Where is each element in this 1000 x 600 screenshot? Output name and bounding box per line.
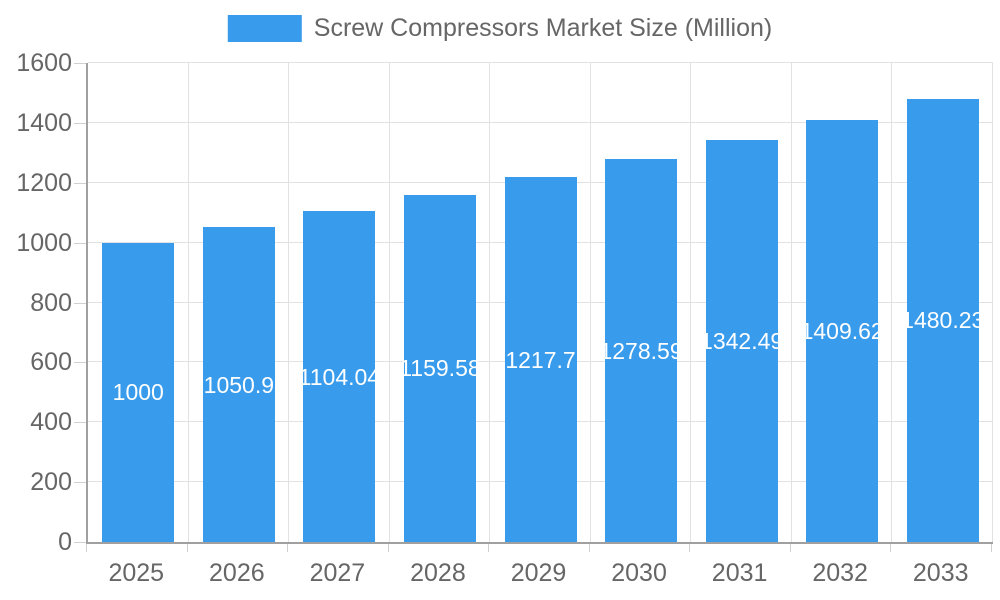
- v-gridline: [790, 63, 792, 542]
- bar[interactable]: [504, 177, 577, 542]
- y-tick-mark: [74, 302, 86, 304]
- legend-label[interactable]: Screw Compressors Market Size (Million): [313, 14, 773, 42]
- x-tick-label: 2026: [209, 559, 265, 587]
- v-gridline: [992, 63, 993, 542]
- bar-value-label: 1480.23: [901, 307, 985, 334]
- h-gridline: [88, 121, 993, 123]
- bar[interactable]: [202, 227, 275, 542]
- v-gridline: [589, 63, 591, 542]
- v-gridline: [187, 63, 189, 542]
- bar[interactable]: [906, 98, 979, 542]
- bar[interactable]: [605, 159, 678, 542]
- x-tick-mark: [890, 544, 892, 552]
- bar-value-label: 1104.04: [298, 363, 381, 390]
- h-gridline: [88, 62, 993, 63]
- bar-value-label: 1342.49: [700, 328, 784, 355]
- y-tick-label: 1200: [16, 168, 72, 197]
- x-tick-mark: [689, 544, 691, 552]
- x-tick-label: 2028: [410, 559, 466, 587]
- x-tick-mark: [287, 544, 289, 552]
- y-tick-mark: [74, 182, 86, 184]
- bar[interactable]: [403, 194, 476, 542]
- v-gridline: [489, 63, 491, 542]
- v-gridline: [288, 63, 290, 542]
- y-tick-label: 1000: [16, 228, 72, 257]
- v-gridline: [388, 63, 390, 542]
- y-tick-label: 600: [30, 348, 72, 377]
- bar-value-label: 1159.58: [399, 355, 481, 382]
- x-tick-label: 2032: [812, 559, 868, 587]
- y-tick-label: 400: [30, 408, 72, 437]
- y-tick-label: 1400: [16, 108, 72, 137]
- bar[interactable]: [303, 211, 376, 542]
- y-tick-label: 200: [30, 468, 72, 497]
- plot-area: 1000 1050.9 1104.04 1159.58 1217.7 1278.59 134…: [86, 62, 993, 544]
- y-tick-mark: [74, 122, 86, 124]
- y-tick-mark: [74, 242, 86, 244]
- x-tick-label: 2029: [510, 559, 567, 587]
- y-tick-mark: [74, 422, 86, 424]
- x-tick-mark: [387, 544, 389, 552]
- x-tick-label: 2033: [912, 559, 969, 587]
- x-tick-mark: [991, 544, 992, 552]
- y-tick-label: 800: [30, 288, 72, 317]
- x-tick-label: 2031: [711, 559, 768, 587]
- x-tick-mark: [588, 544, 590, 552]
- y-tick-mark: [74, 542, 86, 543]
- x-tick-mark: [86, 544, 87, 552]
- x-tick-mark: [186, 544, 188, 552]
- y-tick-mark: [74, 63, 86, 64]
- v-gridline: [891, 63, 893, 542]
- legend-swatch[interactable]: [227, 15, 302, 42]
- bar-value-label: 1000: [112, 379, 164, 406]
- x-tick-label: 2027: [309, 559, 366, 587]
- bar[interactable]: [705, 140, 778, 542]
- bar-value-label: 1050.9: [203, 371, 275, 398]
- x-tick-label: 2030: [611, 559, 667, 587]
- legend: Screw Compressors Market Size (Million): [227, 14, 773, 42]
- y-tick-mark: [74, 362, 86, 364]
- x-tick-label: 2025: [108, 559, 165, 587]
- x-tick-mark: [789, 544, 791, 552]
- bar[interactable]: [102, 242, 175, 542]
- bar-value-label: 1217.7: [505, 346, 576, 373]
- y-tick-label: 1600: [16, 49, 72, 77]
- y-tick-label: 0: [58, 528, 72, 556]
- bar-value-label: 1409.62: [800, 317, 884, 344]
- bar-value-label: 1278.59: [599, 337, 683, 364]
- x-tick-mark: [488, 544, 490, 552]
- v-gridline: [690, 63, 692, 542]
- bar[interactable]: [806, 119, 879, 542]
- y-tick-mark: [74, 482, 86, 484]
